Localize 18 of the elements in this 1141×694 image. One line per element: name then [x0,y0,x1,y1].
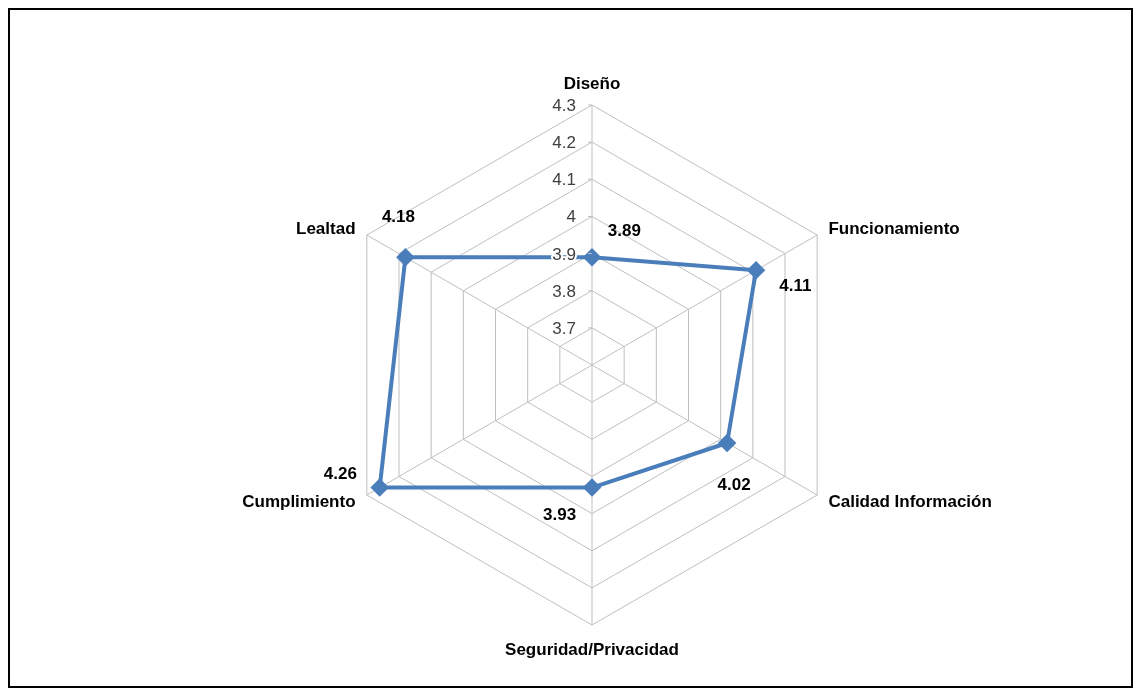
spoke-label: Calidad Información [828,492,992,512]
spoke-label: Diseño [563,73,621,93]
data-label: 4.11 [779,275,812,295]
data-label: 3.93 [543,505,577,525]
spoke-label: Funcionamiento [828,219,960,239]
y-tick-label: 4.3 [552,95,576,115]
y-tick-label: 3.8 [552,281,576,301]
spoke-label: Seguridad/Privacidad [505,640,679,659]
spoke-label: Cumplimiento [242,492,356,512]
data-label: 3.89 [607,221,641,241]
y-tick-label: 4.2 [552,133,576,153]
data-label: 4.26 [323,463,357,483]
data-label: 4.18 [381,206,415,226]
spoke-label: Lealtad [296,219,356,239]
y-tick-label: 4 [566,207,576,227]
data-label: 4.02 [717,475,751,495]
y-tick-label: 4.1 [552,170,576,190]
y-tick-label: 3.7 [552,318,576,338]
